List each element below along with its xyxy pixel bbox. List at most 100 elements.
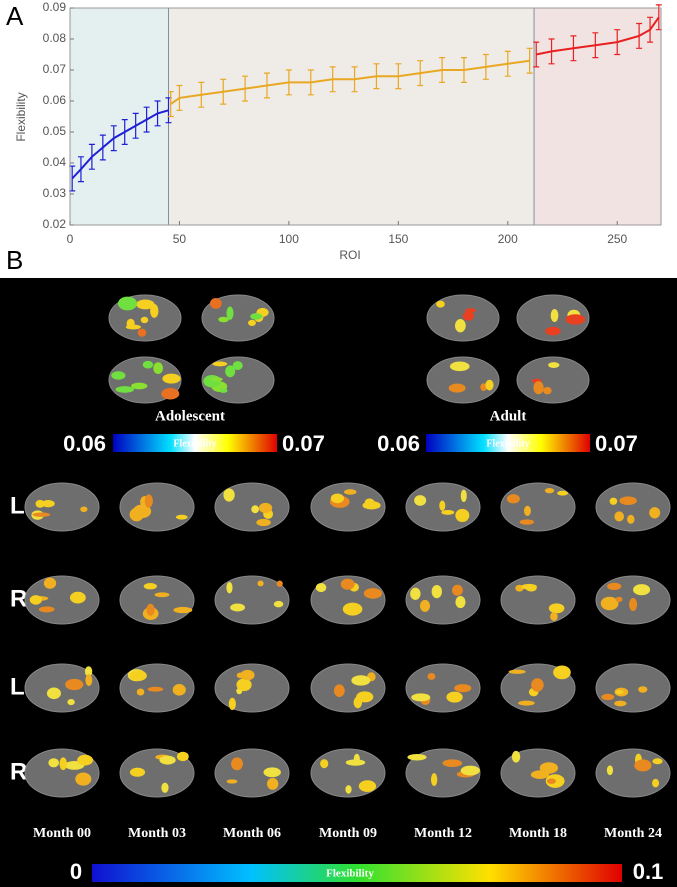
colorbar-title: Flexibility (326, 868, 374, 880)
activation (175, 514, 188, 520)
brain (595, 482, 671, 532)
activation (550, 308, 559, 322)
activation (430, 773, 438, 787)
plot-frame (69, 7, 662, 226)
month-label: Month 00 (33, 826, 91, 841)
activation (256, 518, 271, 527)
activation (257, 580, 264, 587)
activation (533, 381, 544, 395)
y-tick-label: 0.04 (43, 155, 67, 169)
y-tick-label: 0.02 (43, 217, 67, 231)
error-bar (533, 41, 540, 68)
activation (69, 591, 86, 604)
brain (214, 748, 290, 798)
month-label: Month 09 (319, 826, 377, 841)
activation (236, 678, 252, 692)
series-line (536, 16, 660, 56)
error-bar (526, 47, 533, 74)
activation (345, 785, 352, 794)
brain (595, 575, 671, 625)
brain (405, 748, 481, 798)
row-label: R (10, 585, 27, 612)
activation (250, 313, 263, 320)
brain (119, 482, 195, 532)
activation (276, 580, 283, 587)
brain-surface (595, 748, 671, 798)
y-tick-label: 0.05 (43, 124, 67, 138)
activation (600, 596, 619, 611)
brain (310, 663, 386, 713)
activation (619, 496, 637, 505)
brain (500, 482, 576, 532)
activation (358, 780, 377, 792)
activation (212, 361, 228, 367)
brain (405, 575, 481, 625)
activation (340, 578, 355, 590)
region (534, 8, 661, 225)
month-label: Month 18 (509, 826, 567, 841)
activation (161, 782, 169, 793)
activation (111, 371, 126, 380)
brain (426, 294, 500, 342)
activation (649, 507, 661, 519)
activation (43, 577, 57, 589)
activation (209, 298, 222, 309)
activation (80, 506, 88, 513)
activation (251, 505, 259, 514)
activation (454, 684, 472, 693)
activation (607, 582, 622, 591)
activation (219, 388, 228, 393)
activation (140, 316, 149, 324)
y-tick-label: 0.09 (43, 0, 67, 14)
activation (410, 587, 421, 600)
brain (595, 663, 671, 713)
activation (117, 296, 138, 311)
brain (405, 482, 481, 532)
colorbar (113, 434, 277, 452)
brain (201, 356, 275, 404)
brain (201, 294, 275, 342)
activation (521, 583, 537, 590)
activation (230, 603, 246, 612)
activation (411, 693, 431, 702)
activation (59, 757, 67, 771)
activation (419, 599, 431, 612)
row-label: L (10, 492, 25, 519)
activation (162, 373, 181, 384)
activation (263, 767, 281, 778)
colorbar (426, 434, 590, 452)
activation (273, 600, 284, 608)
activation (35, 499, 45, 508)
activation (231, 757, 243, 771)
activation (531, 678, 544, 692)
panel-label: A (6, 1, 24, 31)
activation (144, 494, 153, 508)
activation (615, 596, 623, 603)
colorbar-min: 0.06 (377, 431, 420, 456)
activation (225, 365, 236, 378)
activation (511, 750, 521, 763)
activation (161, 388, 180, 400)
activation (638, 686, 648, 693)
activation (518, 700, 535, 706)
brain (214, 482, 290, 532)
activation (129, 507, 144, 522)
activation (606, 765, 614, 776)
activation (530, 770, 550, 779)
activation (462, 311, 475, 321)
activation (266, 777, 279, 790)
brain (516, 356, 590, 404)
activation (449, 361, 470, 372)
y-tick-label: 0.03 (43, 186, 67, 200)
activation (519, 519, 535, 525)
brain (405, 663, 481, 713)
activation (545, 326, 561, 336)
activation (38, 606, 55, 613)
activation (136, 299, 155, 310)
activation (159, 755, 176, 765)
activation (75, 772, 92, 786)
activation (543, 386, 552, 395)
brain-surface (310, 482, 386, 532)
brain (500, 748, 576, 798)
colorbar-min: 0.06 (63, 431, 106, 456)
